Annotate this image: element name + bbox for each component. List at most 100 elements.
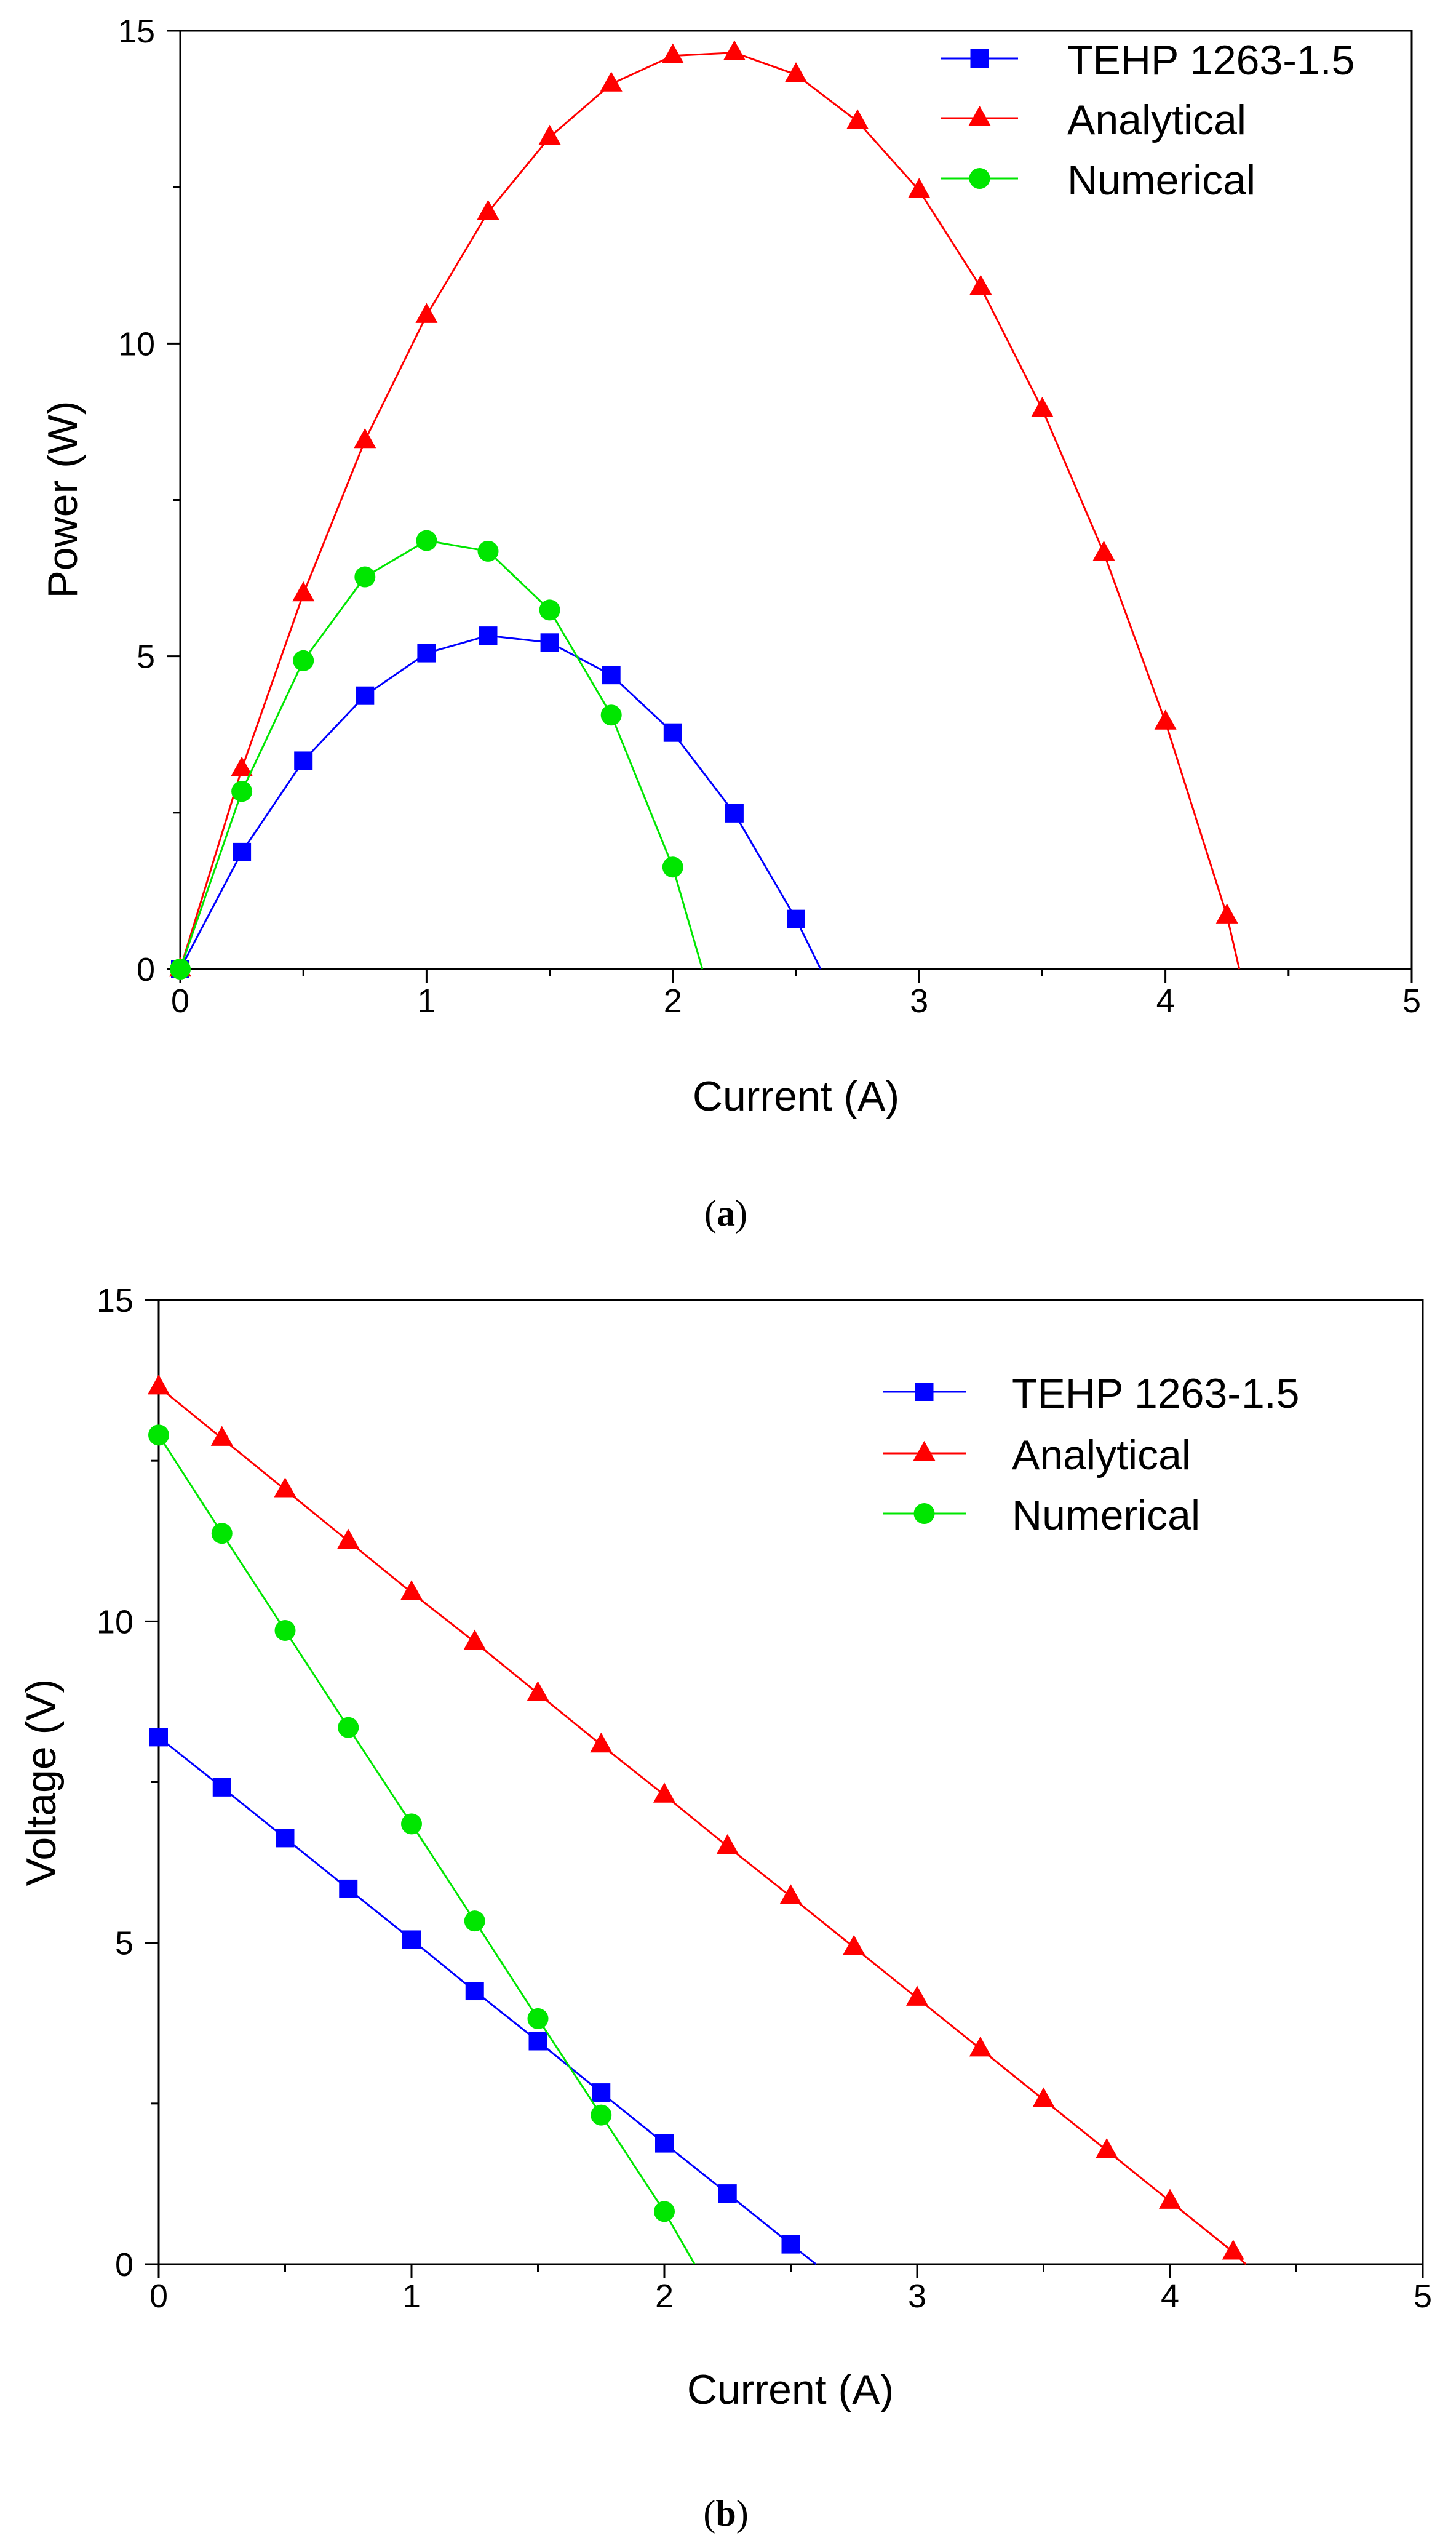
triangle-marker <box>913 1440 936 1461</box>
caption-letter: a <box>717 1193 735 1234</box>
triangle-marker <box>600 71 623 92</box>
triangle-marker <box>463 1629 486 1650</box>
square-marker <box>970 49 989 68</box>
circle-marker <box>969 168 990 189</box>
y-axis-title: Voltage (V) <box>18 1679 65 1886</box>
x-tick-label: 0 <box>171 983 189 1020</box>
triangle-marker <box>1222 2240 1244 2260</box>
y-axis-title: Power (W) <box>39 401 86 598</box>
circle-marker <box>148 1424 169 1446</box>
triangle-marker <box>1031 396 1054 417</box>
square-marker <box>602 666 621 685</box>
triangle-marker <box>1159 2189 1181 2209</box>
circle-marker <box>211 1523 233 1544</box>
circle-marker <box>662 856 683 878</box>
circle-marker <box>170 959 191 980</box>
series-group <box>169 40 1241 980</box>
x-tick-label: 2 <box>655 2278 674 2315</box>
legend-label: Analytical <box>1012 1432 1191 1479</box>
triangle-marker <box>292 581 315 602</box>
caption-letter: b <box>715 2493 736 2534</box>
y-tick-label: 0 <box>115 2246 133 2283</box>
triangle-marker <box>1154 709 1177 730</box>
square-marker <box>276 1829 295 1848</box>
triangle-marker <box>843 1934 865 1955</box>
y-tick-label: 15 <box>97 1282 133 1319</box>
triangle-marker <box>337 1528 360 1549</box>
triangle-marker <box>969 274 992 295</box>
square-marker <box>294 751 313 770</box>
x-tick-label: 5 <box>1414 2278 1432 2315</box>
circle-marker <box>354 566 376 588</box>
triangle-marker <box>354 428 376 449</box>
x-tick-labels: 0 1 2 3 4 5 <box>149 2278 1432 2315</box>
square-marker <box>402 1930 421 1949</box>
y-tick-label: 5 <box>115 1925 133 1962</box>
circle-marker <box>274 1619 296 1641</box>
legend-label: Numerical <box>1012 1492 1200 1539</box>
triangle-marker <box>1215 903 1238 924</box>
square-marker <box>528 2032 547 2051</box>
x-tick-label: 4 <box>1161 2278 1179 2315</box>
x-tick-label: 3 <box>910 983 928 1020</box>
x-tick-label: 1 <box>402 2278 421 2315</box>
legend: TEHP 1263-1.5 Analytical Numerical <box>883 1370 1299 1539</box>
square-marker <box>781 2235 800 2254</box>
x-tick-label: 3 <box>908 2278 926 2315</box>
square-marker <box>718 2184 737 2203</box>
circle-marker <box>600 704 622 726</box>
square-marker <box>787 909 805 928</box>
legend-marker-2 <box>941 168 1018 189</box>
circle-marker <box>231 781 253 802</box>
y-tick-label: 10 <box>97 1603 133 1640</box>
circle-marker <box>416 530 437 551</box>
square-marker <box>417 644 436 663</box>
circle-marker <box>527 2008 549 2029</box>
triangle-marker <box>785 62 807 82</box>
square-marker <box>233 842 252 861</box>
triangle-marker <box>968 105 991 126</box>
triangle-marker <box>906 1985 928 2006</box>
square-marker <box>592 2083 611 2102</box>
triangle-marker <box>148 1374 170 1395</box>
circle-marker <box>293 650 314 671</box>
caption-b: (b) <box>703 2493 748 2534</box>
square-marker <box>540 633 559 652</box>
triangle-marker <box>231 756 253 776</box>
square-marker <box>339 1879 358 1898</box>
y-tick-label: 0 <box>137 951 155 988</box>
square-marker <box>725 804 744 823</box>
legend-marker-1 <box>883 1440 966 1461</box>
circle-marker <box>654 2201 675 2222</box>
x-axis-title: Current (A) <box>693 1073 899 1120</box>
triangle-marker <box>908 178 931 198</box>
y-tick-labels: 0 5 10 15 <box>118 13 155 988</box>
series-line-tehp-1263-1-5 <box>179 634 822 970</box>
legend-label: TEHP 1263-1.5 <box>1012 1370 1299 1417</box>
series-line-tehp-1263-1-5 <box>158 1736 817 2265</box>
y-tick-label: 10 <box>118 325 155 362</box>
axis-ticks <box>145 1299 1424 2278</box>
circle-marker <box>338 1717 359 1738</box>
legend-marker-1 <box>941 105 1018 126</box>
triangle-marker <box>846 109 869 129</box>
legend-label: Analytical <box>1067 97 1246 143</box>
triangle-marker <box>716 1834 739 1854</box>
legend: TEHP 1263-1.5 Analytical Numerical <box>941 37 1355 204</box>
y-tick-labels: 0 5 10 15 <box>97 1282 133 2283</box>
legend-marker-0 <box>941 49 1018 68</box>
circle-marker <box>539 599 560 621</box>
circle-marker <box>401 1813 422 1835</box>
x-tick-label: 1 <box>417 983 436 1020</box>
y-tick-label: 5 <box>137 639 155 676</box>
square-marker <box>915 1383 934 1401</box>
series-line-numerical <box>179 540 704 970</box>
square-marker <box>663 723 682 742</box>
triangle-marker <box>779 1884 802 1904</box>
square-marker <box>465 1982 484 2001</box>
x-axis-title: Current (A) <box>687 2366 894 2413</box>
square-marker <box>356 686 375 705</box>
panel-a: 0 1 2 3 4 5 0 5 10 15 Current (A) Power … <box>39 13 1421 1120</box>
square-marker <box>212 1778 231 1797</box>
